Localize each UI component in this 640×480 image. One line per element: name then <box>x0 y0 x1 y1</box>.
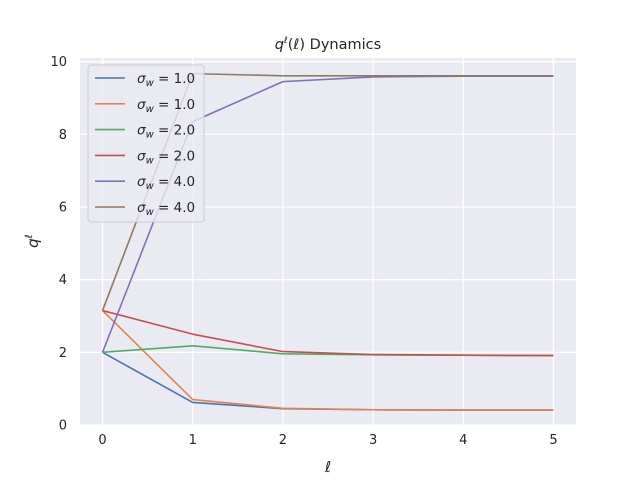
x-tick-label: 4 <box>459 433 467 448</box>
legend-label-1: σw = 1.0 <box>137 71 195 89</box>
y-tick-label: 2 <box>59 346 67 361</box>
x-tick-label: 5 <box>549 433 557 448</box>
x-tick-label: 3 <box>369 433 377 448</box>
y-ticks: 0 2 4 6 8 10 <box>50 55 67 433</box>
legend-label-4: σw = 2.0 <box>137 148 195 166</box>
x-axis-label: ℓ <box>324 458 331 476</box>
legend-label-2: σw = 1.0 <box>137 97 195 115</box>
legend-label-5: σw = 4.0 <box>137 174 195 192</box>
x-tick-label: 0 <box>98 433 106 448</box>
series-line-4 <box>102 309 554 357</box>
legend-label-6: σw = 4.0 <box>137 200 195 218</box>
grid <box>80 58 576 426</box>
x-tick-label: 1 <box>189 433 197 448</box>
legend-label-3: σw = 2.0 <box>137 123 195 141</box>
chart-title: qℓ(ℓ) Dynamics <box>275 36 381 53</box>
y-tick-label: 8 <box>59 128 67 143</box>
x-ticks: 0 1 2 3 4 5 <box>98 433 557 448</box>
series-line-2 <box>101 309 554 411</box>
y-tick-label: 4 <box>59 273 67 288</box>
x-tick-label: 2 <box>279 433 287 448</box>
y-tick-label: 6 <box>59 200 67 215</box>
legend: σw = 1.0 σw = 1.0 σw = 2.0 σw = 2.0 σw = 4.0… <box>87 64 205 223</box>
y-tick-label: 10 <box>50 55 67 70</box>
y-tick-label: 0 <box>59 419 67 434</box>
y-axis-label: qℓ <box>24 234 42 248</box>
